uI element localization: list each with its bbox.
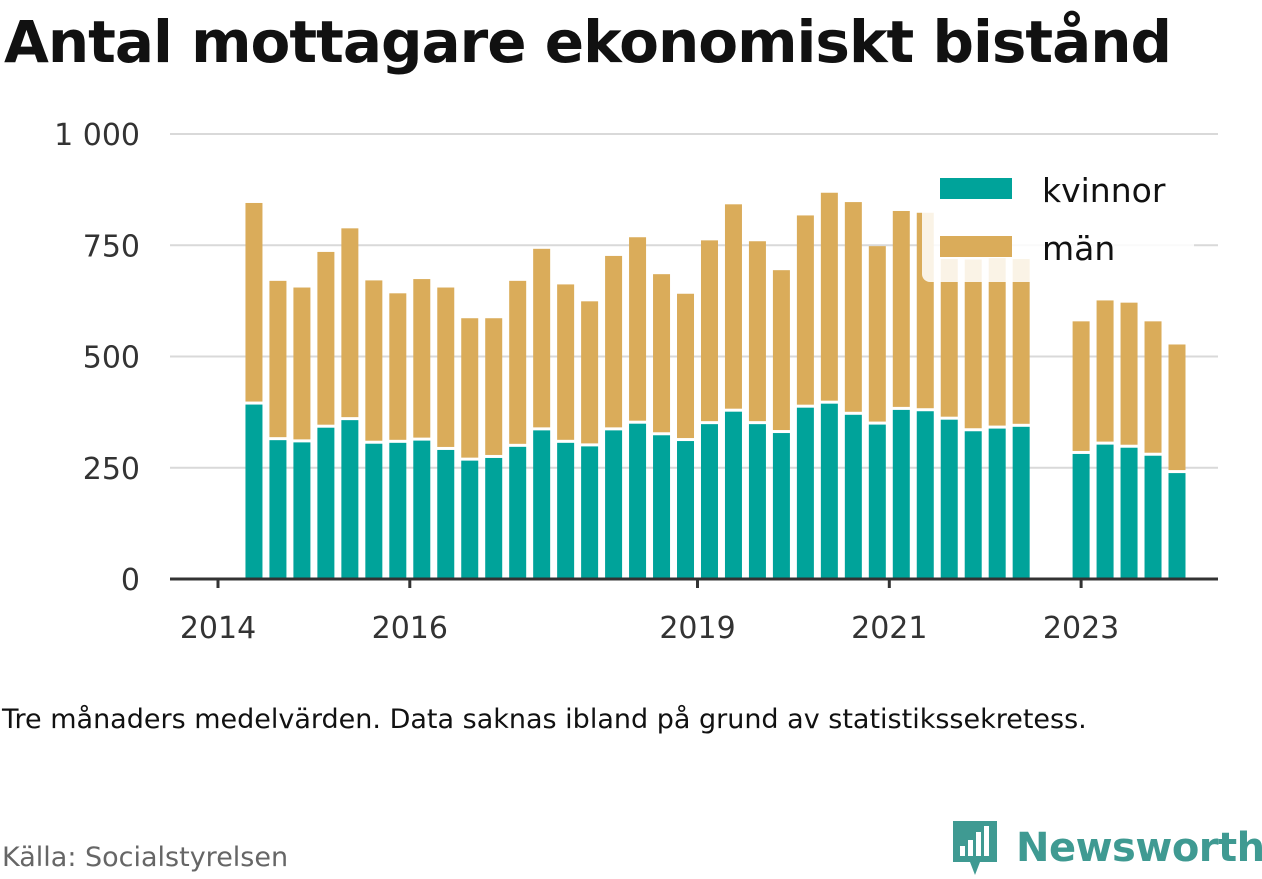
bar-man — [820, 192, 838, 401]
bar-man — [724, 204, 742, 409]
bar-kvinnor — [461, 460, 479, 579]
axes: 0 250 500 750 1 000 2014 2016 2019 2021 2023 — [54, 118, 1218, 646]
bar-kvinnor — [1096, 444, 1114, 579]
bar-man — [964, 259, 982, 429]
bar-kvinnor — [389, 442, 407, 579]
legend-label-kvinnor: kvinnor — [1042, 171, 1166, 210]
x-tick-label: 2019 — [659, 611, 735, 646]
bar-man — [413, 279, 431, 438]
legend-swatch-man — [940, 236, 1012, 257]
y-tick-label: 0 — [121, 563, 140, 598]
bar-kvinnor — [605, 430, 623, 579]
bar-man — [341, 228, 359, 418]
bar-kvinnor — [653, 435, 671, 579]
bar-man — [1096, 300, 1114, 442]
x-tick-label: 2021 — [851, 611, 927, 646]
y-tick-label: 500 — [83, 341, 140, 376]
bar-kvinnor — [677, 441, 695, 579]
legend-swatch-kvinnor — [940, 178, 1012, 199]
bar-man — [629, 237, 647, 421]
bar-man — [940, 259, 958, 417]
bar-kvinnor — [485, 457, 503, 579]
bar-kvinnor — [581, 446, 599, 579]
bar-man — [557, 284, 575, 440]
y-tick-label: 750 — [83, 229, 140, 264]
bar-kvinnor — [916, 411, 934, 579]
bar-man — [269, 280, 287, 438]
bar-kvinnor — [1120, 447, 1138, 579]
bar-kvinnor — [293, 442, 311, 579]
bar-kvinnor — [748, 424, 766, 579]
bar-man — [796, 215, 814, 405]
bar-kvinnor — [629, 423, 647, 579]
bar-kvinnor — [1168, 473, 1186, 579]
bar-kvinnor — [269, 440, 287, 579]
bar-kvinnor — [892, 409, 910, 579]
bar-kvinnor — [868, 424, 886, 579]
bar-man — [389, 293, 407, 440]
bar-kvinnor — [341, 420, 359, 579]
bar-kvinnor — [413, 440, 431, 579]
bar-man — [437, 287, 455, 447]
bar-kvinnor — [724, 411, 742, 579]
bar-kvinnor — [317, 427, 335, 579]
newsworthy-logo-icon — [953, 821, 997, 875]
bar-man — [677, 293, 695, 439]
bar-man — [533, 248, 551, 428]
bar-kvinnor — [533, 430, 551, 579]
bar-kvinnor — [964, 431, 982, 579]
x-tick-label: 2023 — [1043, 611, 1119, 646]
chart-note: Tre månaders medelvärden. Data saknas ib… — [2, 704, 1087, 735]
bar-man — [485, 318, 503, 455]
bar-man — [581, 301, 599, 444]
bar-kvinnor — [940, 419, 958, 579]
bar-man — [1012, 259, 1030, 424]
bar-man — [245, 202, 263, 402]
legend: kvinnor män — [922, 170, 1194, 282]
bar-kvinnor — [245, 404, 263, 579]
bar-man — [605, 255, 623, 428]
bar-man — [317, 251, 335, 425]
bar-man — [988, 258, 1006, 426]
bar-man — [1168, 344, 1186, 471]
bar-man — [868, 246, 886, 422]
bars — [245, 192, 1186, 579]
bar-man — [1120, 302, 1138, 445]
bar-kvinnor — [557, 442, 575, 579]
stacked-bar-chart: 0 250 500 750 1 000 2014 2016 2019 2021 2023 kvin… — [54, 118, 1218, 646]
bar-kvinnor — [509, 446, 527, 579]
y-tick-label: 250 — [83, 452, 140, 487]
bar-kvinnor — [820, 403, 838, 579]
bar-kvinnor — [844, 414, 862, 579]
x-tick-label: 2016 — [372, 611, 448, 646]
source-credit: Källa: Socialstyrelsen — [2, 842, 289, 873]
bar-kvinnor — [796, 407, 814, 579]
bar-man — [293, 287, 311, 440]
brand-logo: Newsworthy — [950, 818, 1262, 878]
bar-kvinnor — [700, 424, 718, 579]
legend-label-man: män — [1042, 229, 1115, 268]
chart-title: Antal mottagare ekonomiskt bistånd — [4, 8, 1172, 76]
brand-name: Newsworthy — [1016, 825, 1262, 871]
bar-man — [1144, 321, 1162, 453]
bar-man — [461, 318, 479, 458]
bar-man — [509, 280, 527, 444]
bar-kvinnor — [1072, 453, 1090, 579]
bar-man — [700, 240, 718, 422]
bar-kvinnor — [1144, 455, 1162, 579]
bar-kvinnor — [988, 428, 1006, 579]
bar-man — [748, 241, 766, 422]
bar-man — [772, 270, 790, 431]
bar-kvinnor — [365, 443, 383, 579]
bar-kvinnor — [772, 433, 790, 579]
bar-man — [892, 210, 910, 407]
x-tick-label: 2014 — [180, 611, 256, 646]
y-tick-label: 1 000 — [54, 118, 140, 153]
bar-kvinnor — [1012, 426, 1030, 579]
bar-man — [844, 202, 862, 412]
bar-man — [653, 274, 671, 433]
bar-kvinnor — [437, 449, 455, 579]
bar-man — [365, 280, 383, 441]
bar-man — [1072, 321, 1090, 451]
